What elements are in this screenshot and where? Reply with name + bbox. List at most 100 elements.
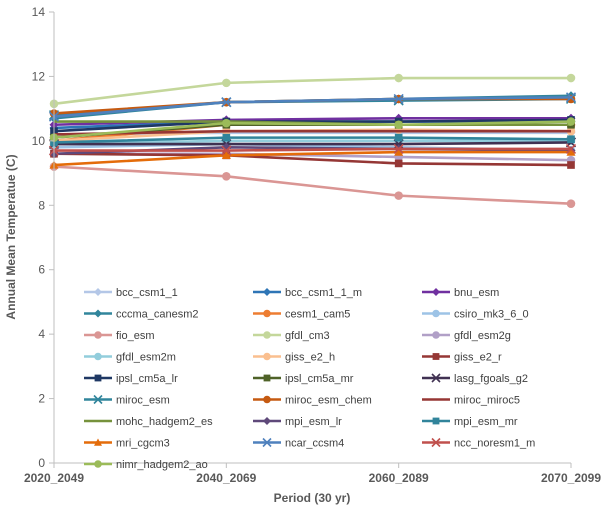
legend-marker	[94, 438, 102, 446]
data-point	[222, 78, 231, 88]
legend-marker	[94, 460, 102, 468]
legend-item: mpi_esm_mr	[422, 416, 518, 428]
data-point	[566, 73, 576, 83]
legend-item: bnu_esm	[422, 287, 499, 299]
legend-marker	[263, 352, 271, 361]
y-tick-label: 14	[32, 5, 46, 19]
legend-marker	[263, 331, 271, 339]
legend-item: lasg_fgoals_g2	[422, 373, 528, 385]
legend-label: giss_e2_r	[454, 352, 502, 364]
data-point	[221, 145, 232, 156]
x-tick-label: 2060_2089	[369, 471, 429, 485]
legend-item: miroc_esm_chem	[253, 395, 372, 407]
legend-label: bcc_csm1_1	[116, 287, 178, 299]
legend-marker	[263, 309, 271, 318]
legend-label: mri_cgcm3	[116, 438, 170, 450]
legend-marker	[94, 288, 102, 296]
legend-item: mpi_esm_lr	[253, 416, 342, 428]
legend-marker	[432, 353, 440, 360]
legend-label: nimr_hadgem2_ao	[116, 459, 208, 471]
legend-item: ncar_ccsm4	[253, 438, 344, 450]
legend-label: miroc_esm	[116, 395, 170, 407]
legend-label: fio_esm	[116, 330, 155, 342]
legend-item: cesm1_cam5	[253, 309, 350, 321]
legend-marker	[262, 437, 272, 448]
legend-item: fio_esm	[84, 330, 155, 342]
series-gfdl_cm3	[49, 73, 576, 109]
y-tick-label: 6	[38, 263, 45, 277]
y-tick-label: 10	[32, 134, 46, 148]
data-point	[567, 161, 575, 169]
legend-label: bcc_csm1_1_m	[285, 287, 362, 299]
legend-label: cesm1_cam5	[285, 309, 350, 321]
legend-item: giss_e2_r	[422, 352, 502, 364]
legend-marker	[263, 288, 271, 296]
data-point	[394, 159, 403, 168]
legend-label: csiro_mk3_6_0	[454, 309, 529, 321]
legend-marker	[432, 417, 440, 425]
data-point	[221, 150, 231, 159]
legend-item: giss_e2_h	[253, 352, 335, 364]
legend-label: ipsl_cm5a_mr	[285, 373, 354, 385]
legend-label: bnu_esm	[454, 287, 499, 299]
legend-label: gfdl_esm2g	[454, 330, 511, 342]
legend-marker	[431, 437, 441, 448]
legend-item: gfdl_cm3	[253, 330, 330, 342]
legend-marker	[93, 394, 103, 405]
series-line	[53, 136, 572, 144]
legend-label: ipsl_cm5a_lr	[116, 373, 178, 385]
series-line	[53, 118, 572, 133]
data-point	[393, 93, 404, 105]
data-point	[394, 147, 404, 156]
legend-item: csiro_mk3_6_0	[422, 309, 529, 321]
legend-label: cccma_canesm2	[116, 309, 199, 321]
series-line	[53, 165, 572, 205]
legend-marker	[263, 374, 271, 382]
data-point	[222, 118, 231, 128]
y-axis-title: Annual Mean Temperatue (C)	[4, 154, 18, 319]
legend-label: miroc_esm_chem	[285, 395, 372, 407]
legend-label: gfdl_cm3	[285, 330, 330, 342]
y-tick-label: 12	[32, 69, 46, 83]
data-point	[222, 133, 231, 142]
series-line	[54, 141, 572, 146]
series-miroc_miroc5	[53, 129, 571, 136]
x-tick-label: 2040_2069	[196, 471, 256, 485]
legend-marker	[263, 395, 271, 404]
y-tick-label: 2	[38, 392, 45, 406]
x-tick-label: 2070_2099	[541, 471, 601, 485]
legend-item: ncc_noresm1_m	[422, 438, 535, 450]
legend-label: gfdl_esm2m	[116, 352, 176, 364]
data-point	[394, 120, 403, 130]
legend-label: mpi_esm_mr	[454, 416, 518, 428]
series-line	[53, 120, 572, 139]
legend-item: mohc_hadgem2_es	[84, 416, 213, 428]
series-line	[53, 76, 571, 106]
legend-item: miroc_miroc5	[422, 395, 520, 407]
legend-label: mohc_hadgem2_es	[116, 416, 213, 428]
legend-item: ipsl_cm5a_mr	[253, 373, 354, 385]
legend-marker	[432, 331, 440, 339]
y-tick-label: 4	[38, 327, 45, 341]
legend-item: cccma_canesm2	[84, 309, 199, 321]
legend-marker	[94, 352, 102, 361]
data-point	[565, 92, 577, 103]
series-line	[53, 139, 571, 146]
legend-marker	[94, 374, 102, 382]
data-point	[566, 94, 576, 104]
legend-item: nimr_hadgem2_ao	[84, 459, 208, 471]
data-point	[565, 143, 577, 154]
series-line	[53, 96, 572, 118]
data-point	[394, 133, 403, 142]
series-line	[53, 129, 571, 136]
legend-label: miroc_miroc5	[454, 395, 520, 407]
series-line	[53, 150, 571, 167]
data-point	[567, 135, 575, 144]
series-nimr_hadgem2_ao	[49, 117, 576, 142]
legend-item: ipsl_cm5a_lr	[84, 373, 178, 385]
legend-marker	[431, 373, 441, 383]
data-point	[566, 199, 576, 208]
data-point	[566, 147, 576, 156]
